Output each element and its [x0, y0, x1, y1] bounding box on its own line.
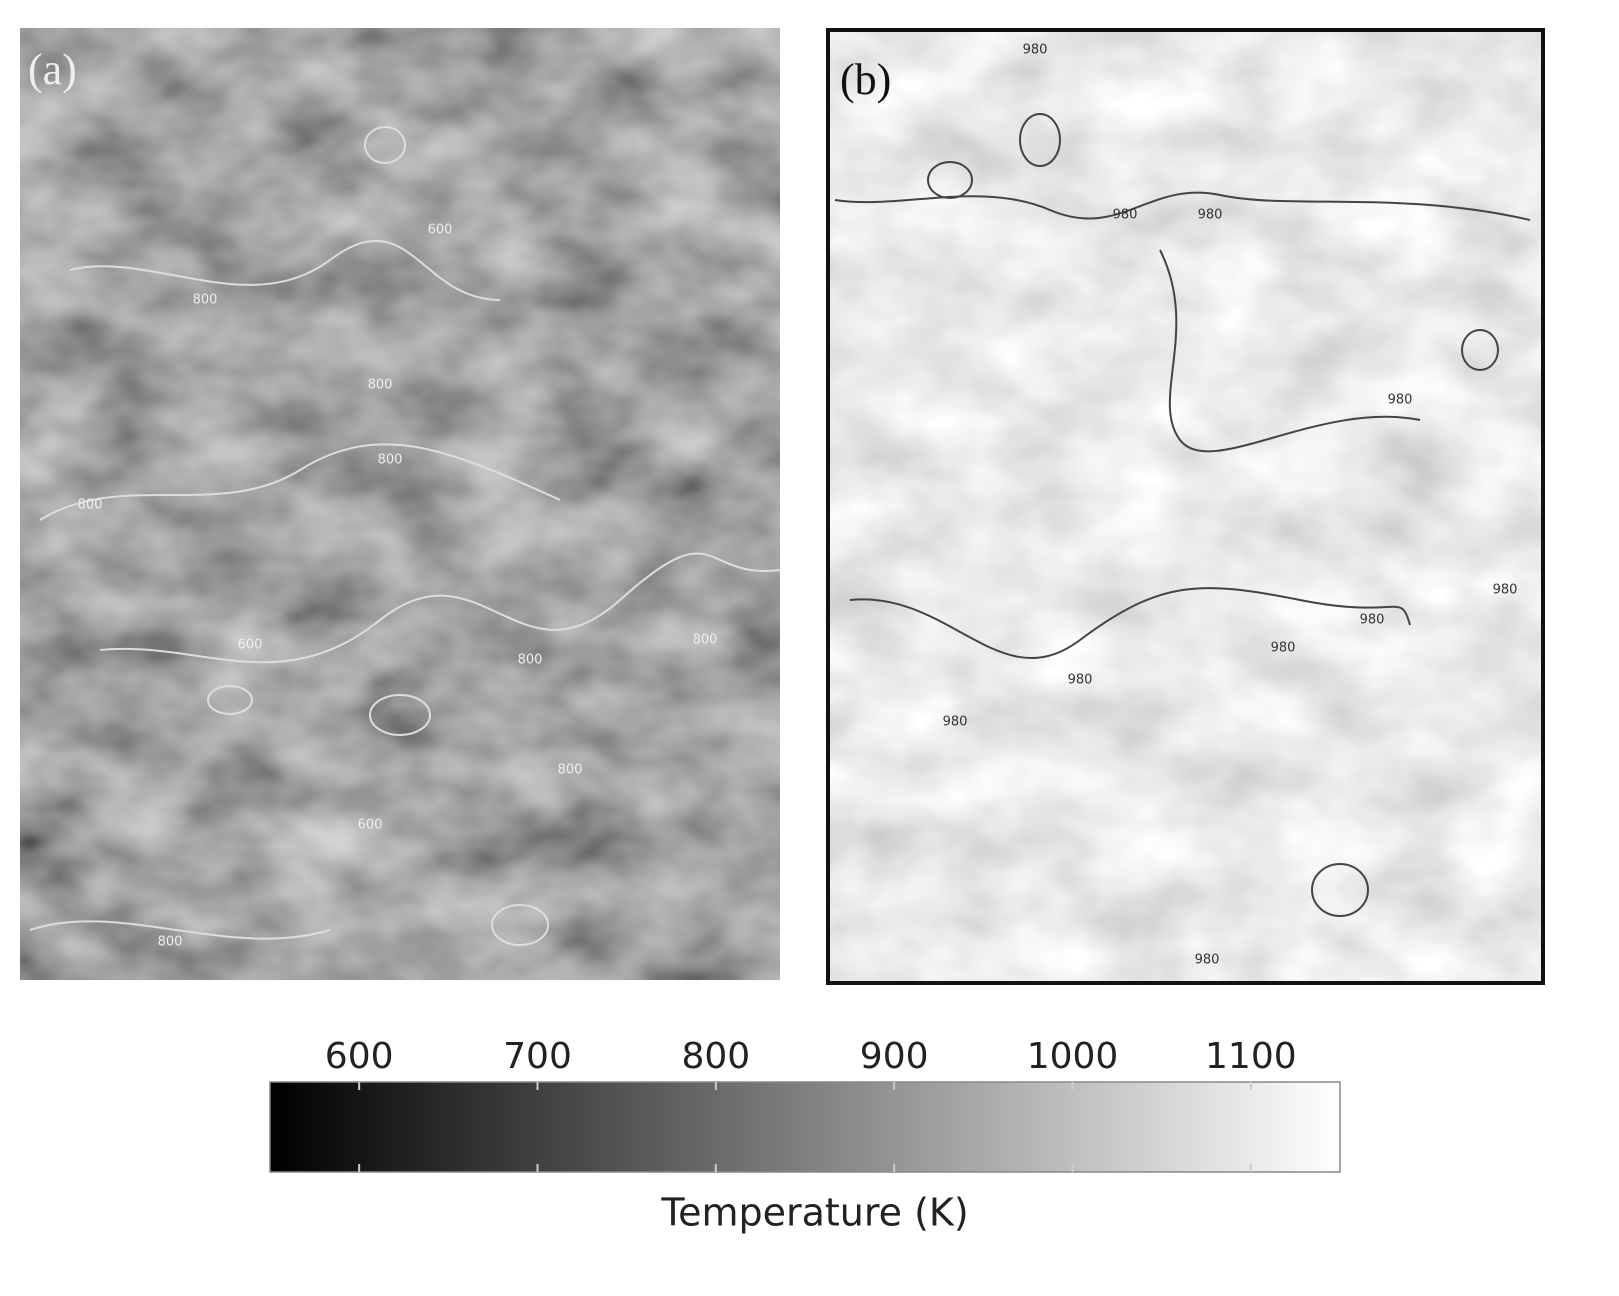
contour-label: 800 [558, 763, 583, 778]
contour-label: 980 [1493, 583, 1518, 598]
contour-label: 980 [1360, 613, 1385, 628]
contour-label: 800 [78, 498, 103, 513]
contour-label: 600 [238, 638, 263, 653]
contour-label: 600 [358, 818, 383, 833]
panel-label: (a) [28, 45, 77, 94]
contours-b [834, 113, 1531, 917]
map-b [828, 30, 1543, 983]
contour-label: 980 [1195, 953, 1220, 968]
contour-label: 980 [1198, 208, 1223, 223]
contour-label: 980 [943, 715, 968, 730]
tick-label: 600 [325, 1036, 394, 1077]
contour-label: 800 [693, 633, 718, 648]
colorbar [269, 1081, 1341, 1173]
colorbar-label: Temperature (K) [660, 1191, 968, 1235]
map-a [20, 28, 780, 980]
panel-label: (b) [840, 55, 891, 104]
tick-label: 1100 [1205, 1036, 1297, 1077]
contour-label: 800 [378, 453, 403, 468]
contour-label: 800 [158, 935, 183, 950]
tick-label: 1000 [1027, 1036, 1119, 1077]
tick-label: 700 [503, 1036, 572, 1077]
contour-label: 600 [428, 223, 453, 238]
panel-frame [826, 28, 1545, 985]
contour-label: 980 [1271, 641, 1296, 656]
contour-label: 980 [1113, 208, 1138, 223]
contours-a [29, 126, 781, 946]
contour-label: 800 [193, 293, 218, 308]
tick-label: 800 [681, 1036, 750, 1077]
contour-label: 980 [1068, 673, 1093, 688]
contour-label: 800 [368, 378, 393, 393]
tick-label: 900 [860, 1036, 929, 1077]
contour-label: 980 [1023, 43, 1048, 58]
contour-label: 800 [518, 653, 543, 668]
contour-label: 980 [1388, 393, 1413, 408]
